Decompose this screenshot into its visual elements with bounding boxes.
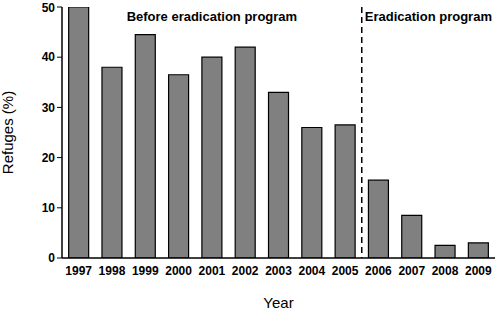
svg-text:1997: 1997 — [65, 264, 92, 278]
svg-text:50: 50 — [42, 1, 56, 15]
svg-text:40: 40 — [42, 50, 56, 64]
svg-text:10: 10 — [42, 201, 56, 215]
svg-text:1999: 1999 — [132, 264, 159, 278]
svg-text:20: 20 — [42, 151, 56, 165]
svg-text:30: 30 — [42, 101, 56, 115]
svg-text:2008: 2008 — [432, 264, 459, 278]
svg-text:2001: 2001 — [199, 264, 226, 278]
svg-text:Year: Year — [263, 294, 293, 311]
svg-text:Before eradication program: Before eradication program — [127, 9, 298, 24]
svg-text:Refuges (%): Refuges (%) — [8, 91, 16, 174]
svg-text:Eradication program: Eradication program — [365, 9, 492, 24]
svg-text:2004: 2004 — [298, 264, 325, 278]
svg-text:0: 0 — [48, 251, 55, 265]
svg-text:2003: 2003 — [265, 264, 292, 278]
svg-text:2005: 2005 — [332, 264, 359, 278]
svg-text:2006: 2006 — [365, 264, 392, 278]
svg-text:2000: 2000 — [165, 264, 192, 278]
svg-text:2009: 2009 — [465, 264, 492, 278]
svg-text:2007: 2007 — [398, 264, 425, 278]
svg-text:2002: 2002 — [232, 264, 259, 278]
svg-text:1998: 1998 — [99, 264, 126, 278]
